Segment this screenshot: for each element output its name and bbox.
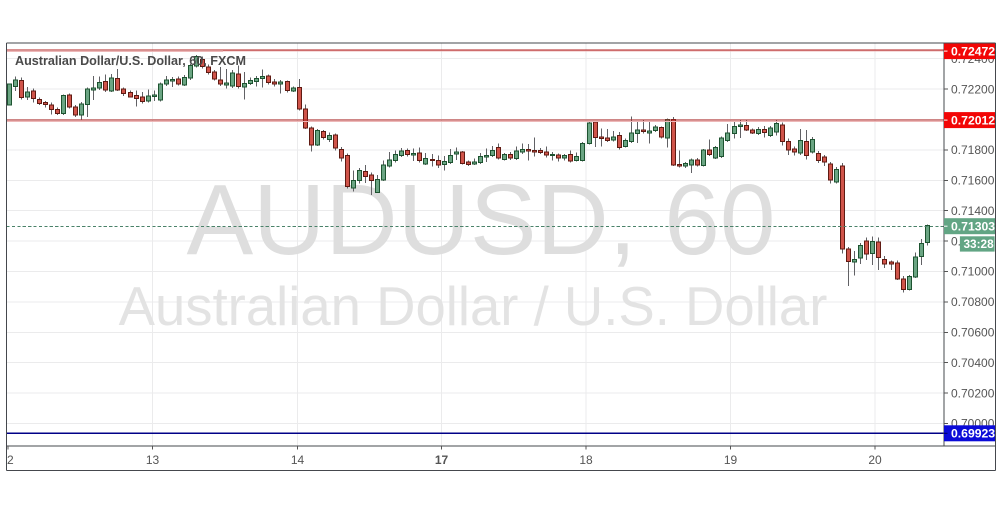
svg-text:19: 19 bbox=[724, 453, 738, 467]
svg-text:0.71303: 0.71303 bbox=[951, 220, 995, 234]
svg-text:0.70600: 0.70600 bbox=[951, 326, 995, 340]
svg-text:0.71000: 0.71000 bbox=[951, 265, 995, 279]
svg-text:0.72472: 0.72472 bbox=[951, 45, 995, 59]
svg-text:0.70200: 0.70200 bbox=[951, 386, 995, 400]
svg-text:0.70800: 0.70800 bbox=[951, 295, 995, 309]
svg-text:20: 20 bbox=[868, 453, 882, 467]
svg-text:17: 17 bbox=[435, 453, 449, 467]
svg-text:13: 13 bbox=[146, 453, 160, 467]
svg-text:0.69923: 0.69923 bbox=[951, 427, 995, 441]
svg-text:0.71600: 0.71600 bbox=[951, 174, 995, 188]
svg-text:Australian Dollar/U.S. Dollar,: Australian Dollar/U.S. Dollar, 60, FXCM bbox=[15, 54, 246, 68]
svg-text:0.70400: 0.70400 bbox=[951, 356, 995, 370]
svg-text:0.72200: 0.72200 bbox=[951, 82, 995, 96]
svg-text:18: 18 bbox=[579, 453, 593, 467]
svg-text:33:28: 33:28 bbox=[964, 237, 995, 251]
svg-text:0.71400: 0.71400 bbox=[951, 204, 995, 218]
svg-text:0.72012: 0.72012 bbox=[951, 114, 995, 128]
svg-text:0.71800: 0.71800 bbox=[951, 143, 995, 157]
svg-text:14: 14 bbox=[291, 453, 305, 467]
svg-text:AUDUSD, 60: AUDUSD, 60 bbox=[186, 164, 775, 276]
svg-text:Australian Dollar / U.S. Dolla: Australian Dollar / U.S. Dollar bbox=[119, 276, 828, 337]
svg-text:2: 2 bbox=[7, 453, 14, 467]
